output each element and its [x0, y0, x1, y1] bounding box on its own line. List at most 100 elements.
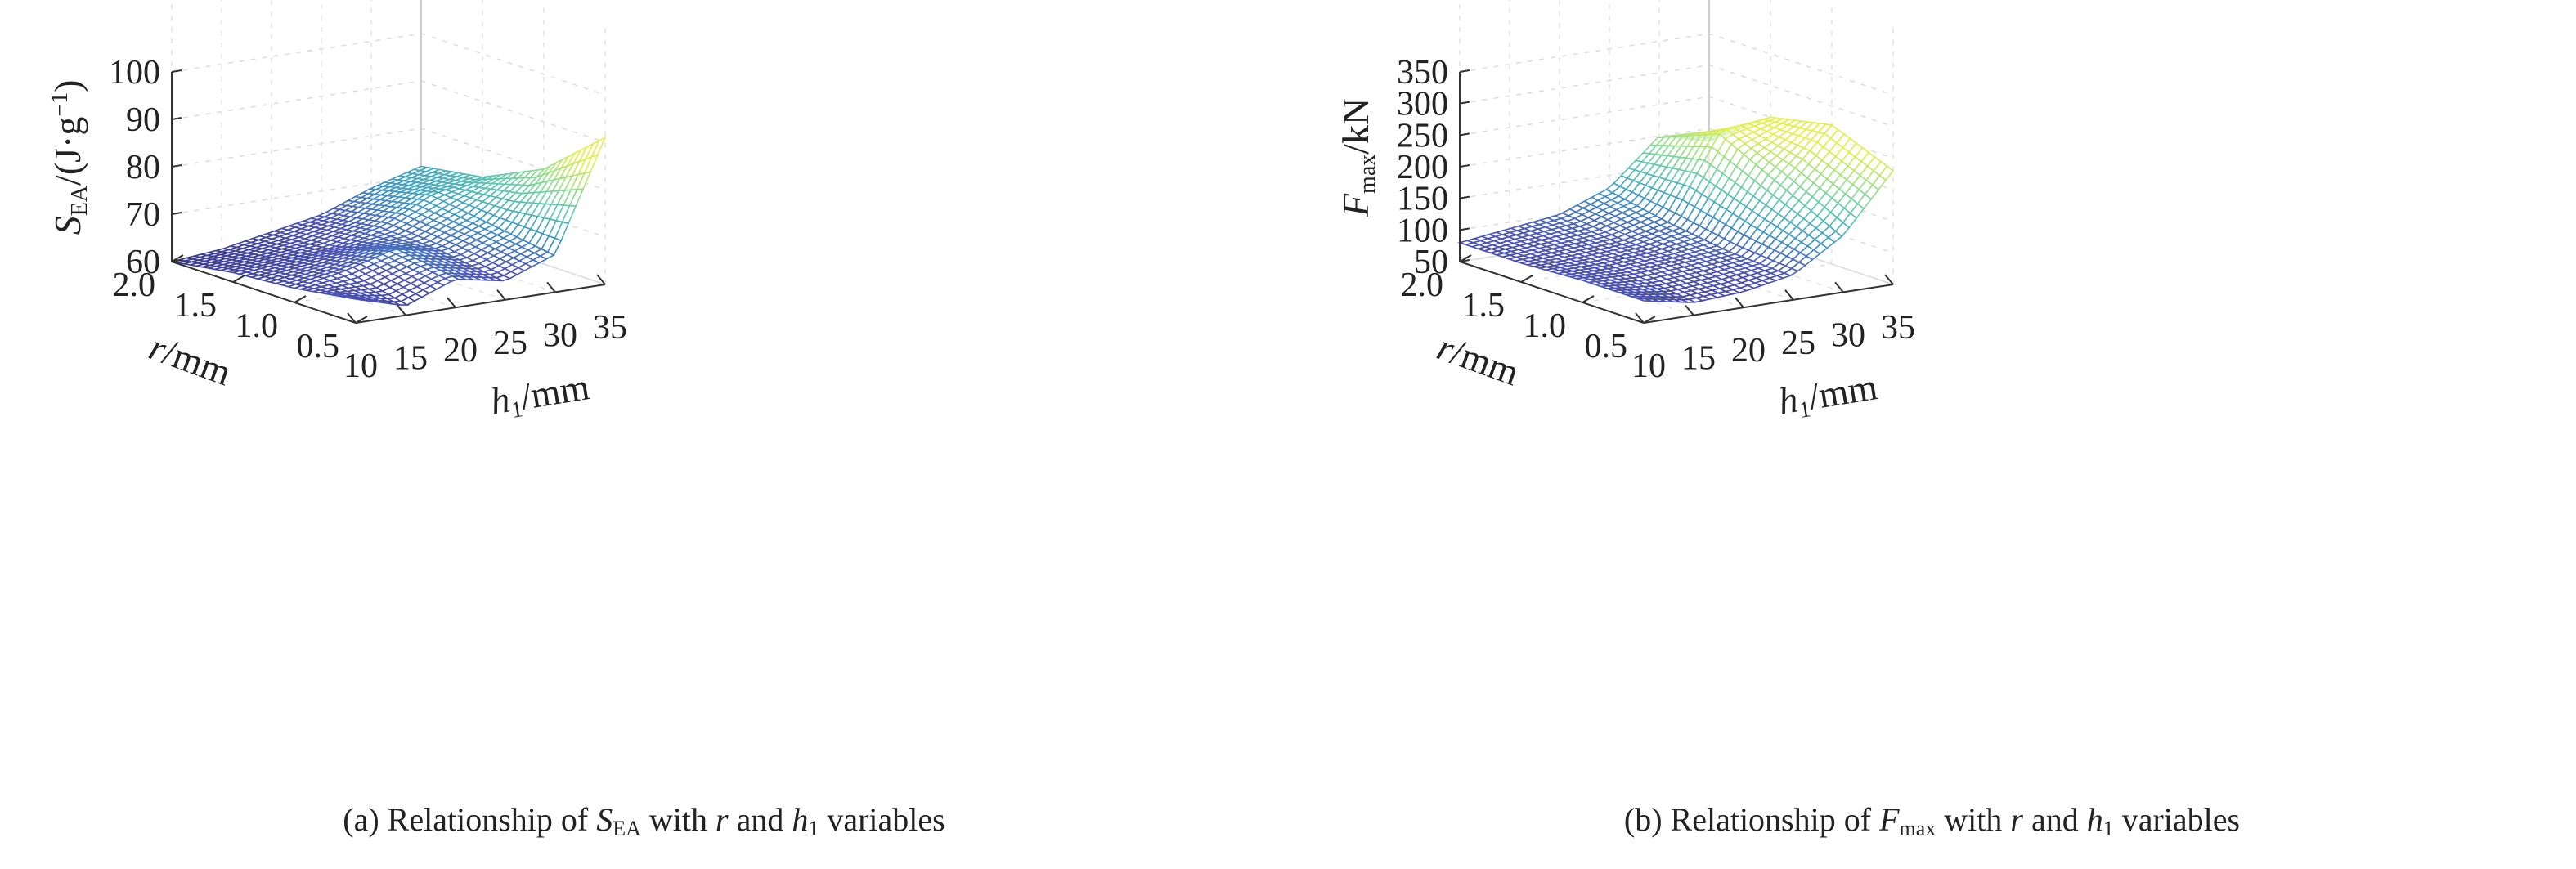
p1-surface-mesh: [1457, 116, 1895, 303]
p1-h-tick-label: 25: [1781, 325, 1815, 362]
surface-plot-a: 60 70 80 90 100 0.5 1.0 1.5 2.0 10 15 20 25 30 35 SEA/(…: [47, 0, 627, 426]
p0-surface-mesh: [171, 136, 607, 306]
p1-h-axis-line: [1643, 284, 1894, 324]
p0-z-tick-label: 70: [126, 196, 160, 234]
p1-r-axis-line: [1459, 261, 1645, 324]
p1-h-tick-label: 10: [1631, 347, 1666, 385]
p0-r-tick-label: 0.5: [297, 328, 340, 365]
p1-r-axis-label: r/mm: [1432, 325, 1525, 393]
p0-h-tick-mark: [397, 304, 406, 316]
p1-z-tick-label: 200: [1397, 149, 1448, 186]
p1-z-tick-label: 350: [1397, 54, 1448, 92]
p1-h-tick-label: 30: [1831, 316, 1865, 354]
p0-h-tick-label: 25: [493, 325, 527, 362]
p1-z-label-unit: /kN: [1335, 98, 1376, 155]
caption-a: (a) Relationship of SEA with r and h1 va…: [0, 797, 1288, 852]
caption-b-r: r: [2010, 801, 2023, 838]
p0-r-tick-mark: [171, 254, 184, 262]
p1-z-tick-mark: [1459, 101, 1470, 105]
p0-r-tick-label: 1.5: [174, 287, 218, 325]
p0-r-axis-line: [171, 261, 357, 324]
p0-h-label-sub: 1: [509, 396, 525, 423]
p1-h-axis-label: h1/mm: [1775, 365, 1881, 426]
caption-b-and: and: [2022, 801, 2087, 838]
p1-z-label-var: F: [1335, 193, 1376, 217]
p0-h-tick-mark: [496, 289, 506, 301]
p0-r-label-unit: /mm: [158, 331, 237, 394]
caption-a-h: h: [792, 801, 809, 838]
p0-z-label-unit: /(J·g: [47, 117, 88, 186]
caption-a-prefix: (a) Relationship of: [343, 801, 597, 838]
p1-h-tick-mark: [1635, 312, 1645, 324]
caption-b-var-sub: max: [1899, 817, 1936, 840]
p1-z-tick-label: 150: [1397, 181, 1448, 218]
p0-h-tick-label: 35: [593, 309, 627, 347]
p1-h-label-unit: /mm: [1806, 365, 1880, 418]
caption-b-with: with: [1936, 801, 2011, 838]
p0-r-axis-label: r/mm: [144, 325, 237, 393]
p1-z-tick-mark: [1459, 227, 1470, 231]
p0-z-tick-label: 60: [126, 244, 160, 281]
p0-z-tick-label: 100: [109, 54, 160, 92]
p0-mesh-cell: [349, 297, 364, 301]
p0-z-label-close: ): [47, 80, 88, 92]
p1-h-tick-mark: [1685, 304, 1694, 316]
p0-h-tick-label: 10: [343, 347, 378, 385]
p0-h-tick-label: 15: [393, 340, 428, 378]
p1-r-tick-mark: [1520, 275, 1533, 283]
p0-z-label-sub: EA: [67, 185, 92, 216]
caption-b-var: F: [1879, 801, 1900, 838]
p1-z-tick-mark: [1459, 195, 1470, 199]
p1-z-label-sub: max: [1355, 155, 1380, 194]
p1-r-tick-mark: [1459, 254, 1472, 262]
caption-a-h-sub: 1: [808, 817, 819, 840]
caption-b-suffix: variables: [2113, 801, 2241, 838]
p1-r-tick-label: 0.5: [1585, 328, 1628, 365]
p1-mesh-cell: [1637, 298, 1652, 302]
p1-h-tick-mark: [1784, 289, 1794, 301]
p1-h-tick-label: 20: [1731, 332, 1766, 370]
p1-r-tick-label: 1.0: [1524, 307, 1567, 345]
p1-z-tick-mark: [1459, 164, 1470, 168]
p1-z-tick-label: 300: [1397, 86, 1448, 123]
chart-panel-b: 50 100 150 200 250 300 350 0.5 1.0 1.5 2.0 10 15 20 25…: [1288, 0, 2576, 869]
p1-h-tick-label: 15: [1681, 340, 1716, 378]
p0-r-tick-label: 2.0: [113, 267, 156, 304]
p1-grid-z-5: [1459, 64, 1894, 128]
p0-z-tick-label: 90: [126, 101, 160, 139]
caption-a-r: r: [716, 801, 729, 838]
p1-h-tick-mark: [1735, 297, 1744, 308]
p0-z-tick-label: 80: [126, 149, 160, 186]
p0-z-tick-mark: [171, 212, 182, 215]
p1-r-tick-label: 1.5: [1462, 287, 1506, 325]
p0-r-tick-label: 1.0: [236, 307, 279, 345]
p1-z-axis-label: Fmax/kN: [1335, 98, 1380, 217]
p1-z-tick-label: 100: [1397, 212, 1448, 249]
caption-a-var-sub: EA: [613, 817, 641, 840]
caption-b-prefix: (b) Relationship of: [1623, 801, 1880, 838]
p0-r-tick-mark: [294, 295, 307, 303]
caption-a-var: S: [596, 801, 613, 838]
p0-r-tick-mark: [232, 275, 245, 283]
p0-z-tick-mark: [171, 164, 182, 168]
caption-a-suffix: variables: [819, 801, 945, 838]
p1-r-tick-mark: [1582, 295, 1595, 303]
p1-r-tick-label: 2.0: [1401, 267, 1444, 304]
p0-z-tick-mark: [171, 117, 182, 120]
p0-h-axis-label: h1/mm: [487, 365, 593, 426]
p0-h-tick-mark: [546, 281, 556, 293]
p1-z-tick-label: 250: [1397, 117, 1448, 155]
chart-panel-a: 60 70 80 90 100 0.5 1.0 1.5 2.0 10 15 20 25 30 35 SEA/(…: [0, 0, 1288, 852]
p1-axes: [1459, 69, 1894, 324]
p0-r-tick-mark: [355, 316, 368, 324]
p1-z-tick-mark: [1459, 69, 1470, 73]
p0-h-tick-label: 20: [443, 332, 478, 370]
p0-h-tick-label: 30: [543, 316, 577, 354]
p1-z-tick-mark: [1459, 132, 1470, 137]
p0-z-label-var: S: [47, 216, 88, 235]
p0-h-tick-mark: [447, 297, 456, 308]
caption-a-with: with: [640, 801, 716, 838]
caption-a-and: and: [728, 801, 792, 838]
p0-z-label-exp: −1: [47, 92, 73, 117]
p1-z-tick-label: 50: [1414, 244, 1448, 281]
